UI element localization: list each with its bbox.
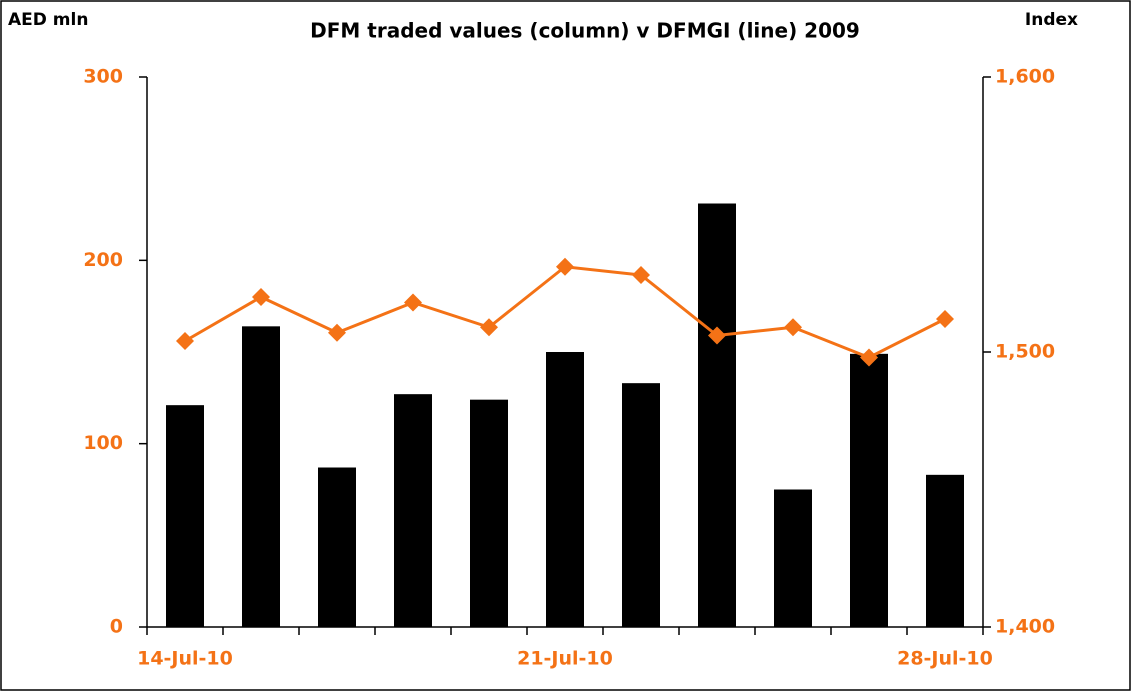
bar bbox=[242, 326, 280, 627]
line-marker bbox=[936, 310, 954, 328]
x-tick-label: 28-Jul-10 bbox=[897, 648, 993, 670]
line-marker bbox=[784, 318, 802, 337]
x-tick-label: 21-Jul-10 bbox=[517, 648, 613, 670]
line-marker bbox=[480, 318, 498, 337]
y2-tick-label: 1,500 bbox=[995, 341, 1055, 363]
x-tick-label: 14-Jul-10 bbox=[137, 648, 233, 670]
chart-title: DFM traded values (column) v DFMGI (line… bbox=[310, 19, 860, 43]
line-marker bbox=[556, 257, 574, 276]
bar bbox=[166, 405, 204, 627]
bar bbox=[698, 203, 736, 627]
bar bbox=[926, 474, 964, 627]
bar bbox=[774, 489, 812, 627]
line-marker bbox=[708, 326, 726, 345]
line-marker bbox=[176, 332, 194, 350]
line-marker bbox=[860, 348, 878, 367]
y-tick-label: 0 bbox=[110, 616, 123, 638]
y-tick-label: 300 bbox=[83, 66, 123, 88]
line-marker bbox=[404, 293, 422, 312]
bar bbox=[394, 394, 432, 627]
y-axis-label: AED mln bbox=[8, 10, 88, 30]
line-marker bbox=[328, 323, 346, 342]
line-marker bbox=[252, 288, 270, 306]
y2-tick-label: 1,600 bbox=[995, 66, 1055, 88]
bar bbox=[470, 399, 508, 627]
y-tick-label: 100 bbox=[83, 432, 123, 454]
y2-tick-label: 1,400 bbox=[995, 616, 1055, 638]
bar bbox=[318, 467, 356, 627]
line-marker bbox=[632, 266, 650, 284]
y2-axis-label: Index bbox=[1025, 10, 1078, 30]
y-tick-label: 200 bbox=[83, 249, 123, 271]
bar bbox=[546, 352, 584, 627]
bar bbox=[850, 353, 888, 627]
bar bbox=[622, 383, 660, 627]
